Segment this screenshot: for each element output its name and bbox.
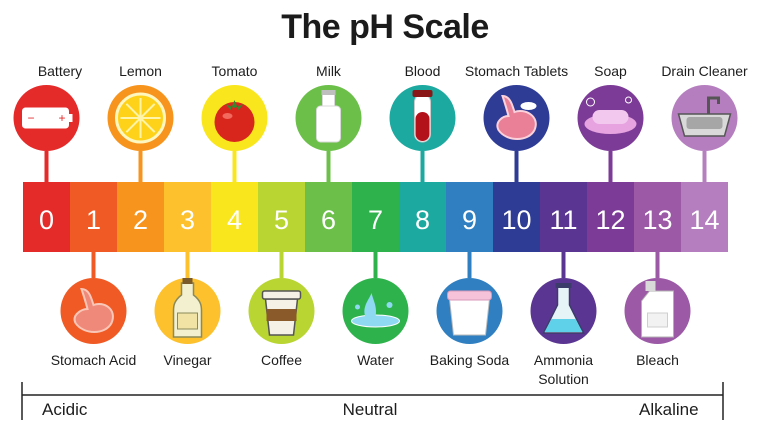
ph-cell-5 [258,182,305,252]
ph-cell-4 [211,182,258,252]
tomato-icon [214,100,255,142]
connector-line [655,252,660,278]
page-title: The pH Scale [281,8,489,46]
stomach-tablets-icon [496,94,537,140]
svg-text:−: − [28,111,35,125]
substance-label: Lemon [119,63,162,79]
ph-cell-14 [681,182,728,252]
vinegar-bottle-icon [172,278,203,338]
ph-value: 12 [595,205,625,235]
ph-value: 2 [133,205,148,235]
ph-value: 7 [368,205,383,235]
connector-line [91,252,96,278]
flask-icon [542,283,585,334]
ph-value: 0 [39,205,54,235]
substance-label: Water [357,352,394,368]
ph-value: 3 [180,205,195,235]
substance-label: Ammonia Solution [533,352,594,387]
ph-value: 10 [501,205,531,235]
substance-label: Stomach Acid [50,352,137,368]
battery-icon: − + [22,107,73,129]
connector-line [514,151,519,182]
substance-label: Soap [594,63,627,79]
neutral-label: Neutral [342,400,398,419]
ph-value: 11 [549,205,577,235]
substance-label: Blood [404,63,441,79]
substance-label: Coffee [261,352,302,368]
connector-line [420,151,425,182]
substance-label: Bleach [636,352,679,368]
blood-tube-icon [412,90,433,143]
connector-line [44,151,49,182]
lemon-icon [115,92,166,144]
milk-bottle-icon [316,90,341,143]
acidic-label: Acidic [42,400,88,419]
soap-icon [584,96,637,134]
substance-label: Vinegar [163,352,212,368]
ph-cell-1 [70,182,117,252]
coffee-cup-icon [261,290,302,336]
connector-line [232,151,237,182]
ph-value: 9 [462,205,477,235]
ph-cell-7 [352,182,399,252]
sink-icon [677,96,732,137]
water-splash-icon [351,293,400,328]
ph-value: 5 [274,205,289,235]
ph-value: 8 [415,205,430,235]
connector-line [185,252,190,278]
substance-label: Baking Soda [429,352,510,368]
connector-line [373,252,378,278]
substance-label: Drain Cleaner [661,63,748,79]
connector-line [561,252,566,278]
ph-cell-8 [399,182,446,252]
connector-line [702,151,707,182]
ph-cell-9 [446,182,493,252]
ph-cell-12 [587,182,634,252]
ph-cell-10 [493,182,540,252]
ph-value: 1 [86,205,101,235]
ph-value: 14 [689,205,719,235]
stomach-icon [73,287,114,333]
substance-label: Milk [316,63,341,79]
connector-line [279,252,284,278]
svg-text:+: + [59,111,66,125]
substance-label: Battery [37,63,83,79]
baking-soda-cup-icon [447,290,492,336]
connector-line [326,151,331,182]
bleach-jug-icon [641,281,674,338]
connector-line [138,151,143,182]
connector-line [608,151,613,182]
ph-value: 13 [642,205,672,235]
ph-cell-6 [305,182,352,252]
connector-line [467,252,472,278]
substance-label: Tomato [211,63,258,79]
ph-cell-0 [23,182,70,252]
ph-cell-3 [164,182,211,252]
ph-value: 4 [227,205,242,235]
ph-cell-2 [117,182,164,252]
ph-value: 6 [321,205,336,235]
ph-cell-11 [540,182,587,252]
substance-label: Stomach Tablets [464,63,569,79]
alkaline-label: Alkaline [639,400,699,419]
ph-cell-13 [634,182,681,252]
